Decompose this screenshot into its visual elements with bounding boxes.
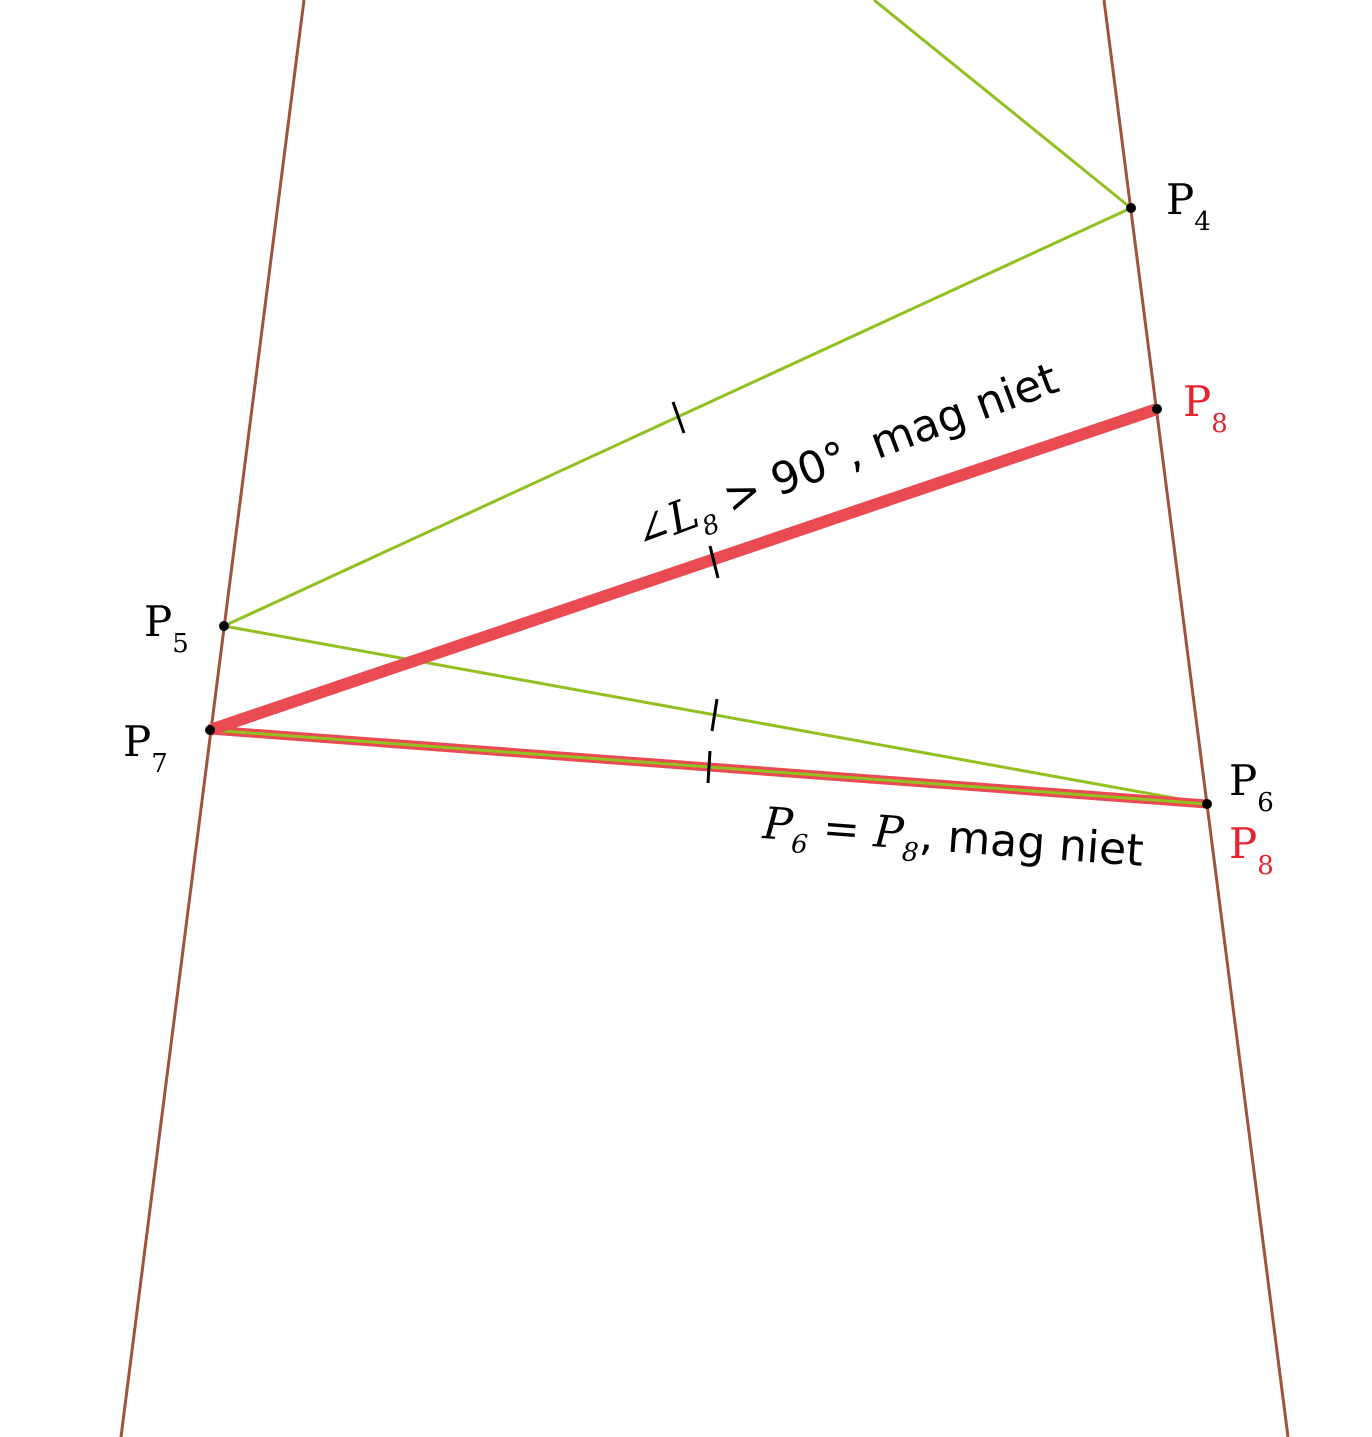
label-p8-upper: P8 bbox=[1183, 377, 1228, 439]
label-p4: P4 bbox=[1166, 175, 1211, 237]
point-p4 bbox=[1126, 203, 1136, 213]
tick-mark-p5-p6 bbox=[710, 698, 719, 732]
label-p5: P5 bbox=[144, 597, 189, 659]
point-p6 bbox=[1202, 799, 1212, 809]
tick-mark-p7-p6 bbox=[706, 750, 712, 784]
point-p8-upper bbox=[1152, 404, 1162, 414]
tick-mark-p4-p5 bbox=[671, 401, 686, 434]
label-p6: P6 bbox=[1229, 756, 1274, 818]
point-p5 bbox=[219, 621, 229, 631]
annotation-equal-invalid: P6 = P8, mag niet bbox=[760, 798, 1146, 885]
label-p8-lower: P8 bbox=[1229, 819, 1274, 881]
tick-mark-p7-p8 bbox=[708, 545, 720, 579]
segment-p7-p8-invalid bbox=[208, 403, 1159, 736]
label-p7: P7 bbox=[123, 717, 168, 779]
right-boundary-line bbox=[1102, 0, 1290, 1437]
left-boundary-line bbox=[119, 0, 306, 1437]
point-p7 bbox=[205, 725, 215, 735]
segment-p3-p4 bbox=[873, 0, 1132, 210]
